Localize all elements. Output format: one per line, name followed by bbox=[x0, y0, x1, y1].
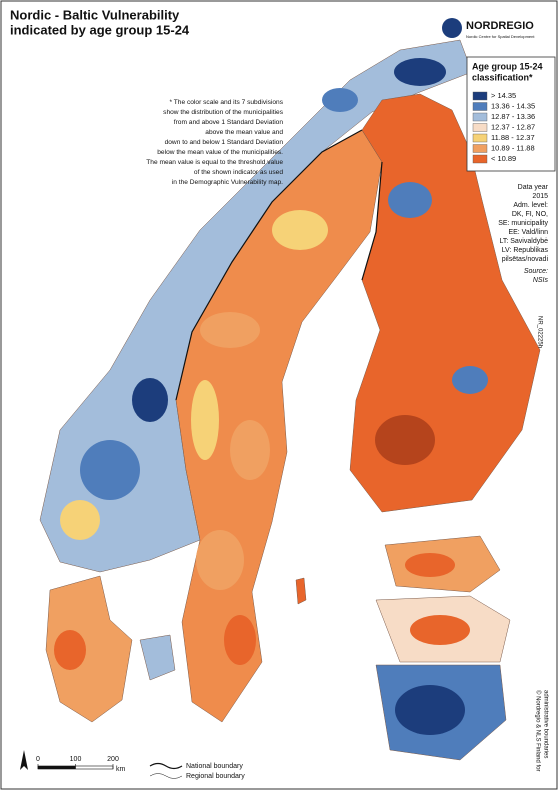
boundary-symbol bbox=[149, 762, 183, 770]
scale-label: 200 bbox=[107, 756, 119, 763]
legend-label: 13.36 - 14.35 bbox=[491, 101, 535, 110]
title: Nordic - Baltic Vulnerability bbox=[10, 7, 180, 22]
map-id: NR_02225h bbox=[536, 316, 542, 348]
logo-tagline: Nordic Centre for Spatial Development bbox=[466, 34, 535, 39]
logo-name: NORDREGIO bbox=[466, 20, 534, 32]
legend-label: 12.87 - 13.36 bbox=[491, 112, 535, 121]
north-arrow bbox=[20, 750, 28, 770]
info-line: Data year bbox=[518, 184, 549, 191]
legend-swatch bbox=[472, 91, 488, 101]
legend-swatch bbox=[472, 133, 488, 143]
copyright: administrative boundaries bbox=[542, 690, 548, 758]
legend-label: < 10.89 bbox=[491, 154, 516, 163]
gotland bbox=[295, 577, 307, 605]
copyright: © Nordregio & NLS Finland for bbox=[534, 690, 541, 771]
info-line: pilsētas/novadi bbox=[502, 256, 549, 263]
legend-label: 12.37 - 12.87 bbox=[491, 122, 535, 131]
source-value: NSIs bbox=[533, 277, 549, 284]
title: indicated by age group 15-24 bbox=[10, 22, 190, 37]
info-line: LV: Republikas bbox=[502, 247, 549, 254]
info-line: SE: municipality bbox=[498, 220, 548, 227]
note-line: in the Demographic Vulnerability map. bbox=[172, 179, 283, 186]
legend-swatch bbox=[472, 144, 488, 153]
legend-label: 10.89 - 11.88 bbox=[491, 143, 535, 152]
legend-swatch bbox=[472, 112, 488, 122]
legend-label: > 14.35 bbox=[491, 91, 516, 100]
logo-mark bbox=[442, 18, 462, 38]
boundary-symbol bbox=[149, 773, 183, 779]
note-line: from and above 1 Standard Deviation bbox=[174, 119, 284, 126]
scale-bar-fill bbox=[38, 766, 76, 769]
legend-swatch bbox=[472, 123, 488, 132]
scale-unit: km bbox=[116, 766, 126, 773]
national-boundary bbox=[175, 129, 383, 401]
scale-label: 100 bbox=[70, 756, 82, 763]
note-line: below the mean value of the municipaliti… bbox=[157, 149, 283, 156]
note-line: The mean value is equal to the threshold… bbox=[146, 159, 283, 166]
note-line: * The color scale and its 7 subdivisions bbox=[170, 99, 284, 106]
source-label: Source: bbox=[524, 268, 548, 275]
info-line: LT: Savivaldybė bbox=[499, 238, 548, 245]
legend-swatch bbox=[472, 102, 488, 111]
legend-title: classification* bbox=[472, 72, 533, 82]
info-line: DK, FI, NO, bbox=[512, 211, 548, 218]
note-line: above the mean value and bbox=[205, 129, 283, 136]
boundary-label: National boundary bbox=[186, 763, 243, 770]
denmark bbox=[45, 575, 133, 723]
info-line: EE: Vald/linn bbox=[508, 229, 548, 236]
info-line: 2015 bbox=[532, 193, 548, 200]
legend-title: Age group 15-24 bbox=[472, 61, 543, 71]
legend-swatch bbox=[472, 154, 488, 164]
legend-label: 11.88 - 12.37 bbox=[491, 133, 535, 142]
info-line: Adm. level: bbox=[513, 202, 548, 209]
note-line: show the distribution of the municipalit… bbox=[163, 109, 284, 116]
note-line: down to and below 1 Standard Deviation bbox=[165, 139, 284, 146]
boundary-label: Regional boundary bbox=[186, 773, 245, 780]
scale-label: 0 bbox=[36, 756, 40, 763]
zealand bbox=[139, 634, 176, 681]
note-line: of the shown indicator as used bbox=[194, 169, 283, 176]
map-regions bbox=[54, 58, 488, 735]
